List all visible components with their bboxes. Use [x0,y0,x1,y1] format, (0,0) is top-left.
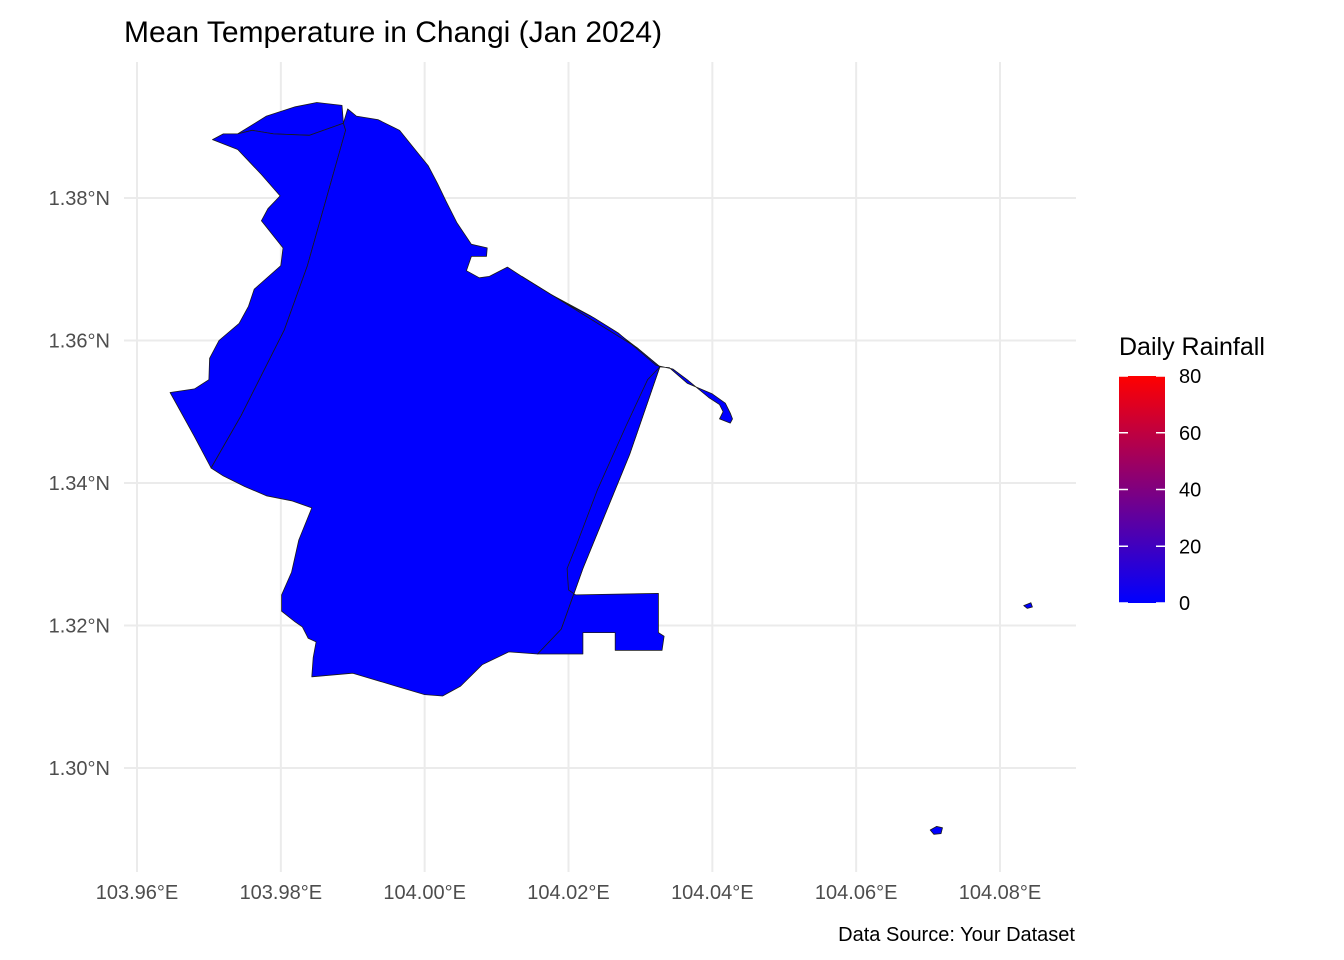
x-tick-label: 104.02°E [527,882,610,904]
legend-tick-label: 80 [1179,366,1201,388]
legend: Daily Rainfall 0 20 40 60 80 [1119,333,1265,615]
map-region-5 [1023,602,1033,609]
x-tick-label: 104.04°E [671,882,754,904]
legend-tick-label: 60 [1179,423,1201,445]
y-axis-ticks: 1.30°N 1.32°N 1.34°N 1.36°N 1.38°N [49,188,110,780]
x-tick-label: 104.06°E [815,882,898,904]
legend-tick-label: 0 [1179,593,1190,615]
x-tick-label: 103.96°E [96,882,179,904]
chart-title: Mean Temperature in Changi (Jan 2024) [124,16,662,49]
legend-title: Daily Rainfall [1119,333,1265,361]
x-tick-label: 104.00°E [383,882,466,904]
legend-tick-label: 40 [1179,480,1201,502]
x-tick-label: 103.98°E [240,882,323,904]
caption: Data Source: Your Dataset [838,924,1075,946]
y-tick-label: 1.34°N [49,473,110,495]
y-tick-label: 1.36°N [49,331,110,353]
y-tick-label: 1.32°N [49,616,110,638]
y-tick-label: 1.30°N [49,758,110,780]
map-region-4 [521,276,733,655]
legend-ticks: 0 20 40 60 80 [1119,366,1201,615]
map-region-2 [169,122,346,469]
y-tick-label: 1.38°N [49,188,110,210]
x-tick-label: 104.08°E [959,882,1042,904]
map-region-6 [929,826,943,835]
map-regions [169,102,1033,835]
legend-tick-label: 20 [1179,536,1201,558]
x-axis-ticks: 103.96°E 103.98°E 104.00°E 104.02°E 104.04°E… [96,882,1042,904]
